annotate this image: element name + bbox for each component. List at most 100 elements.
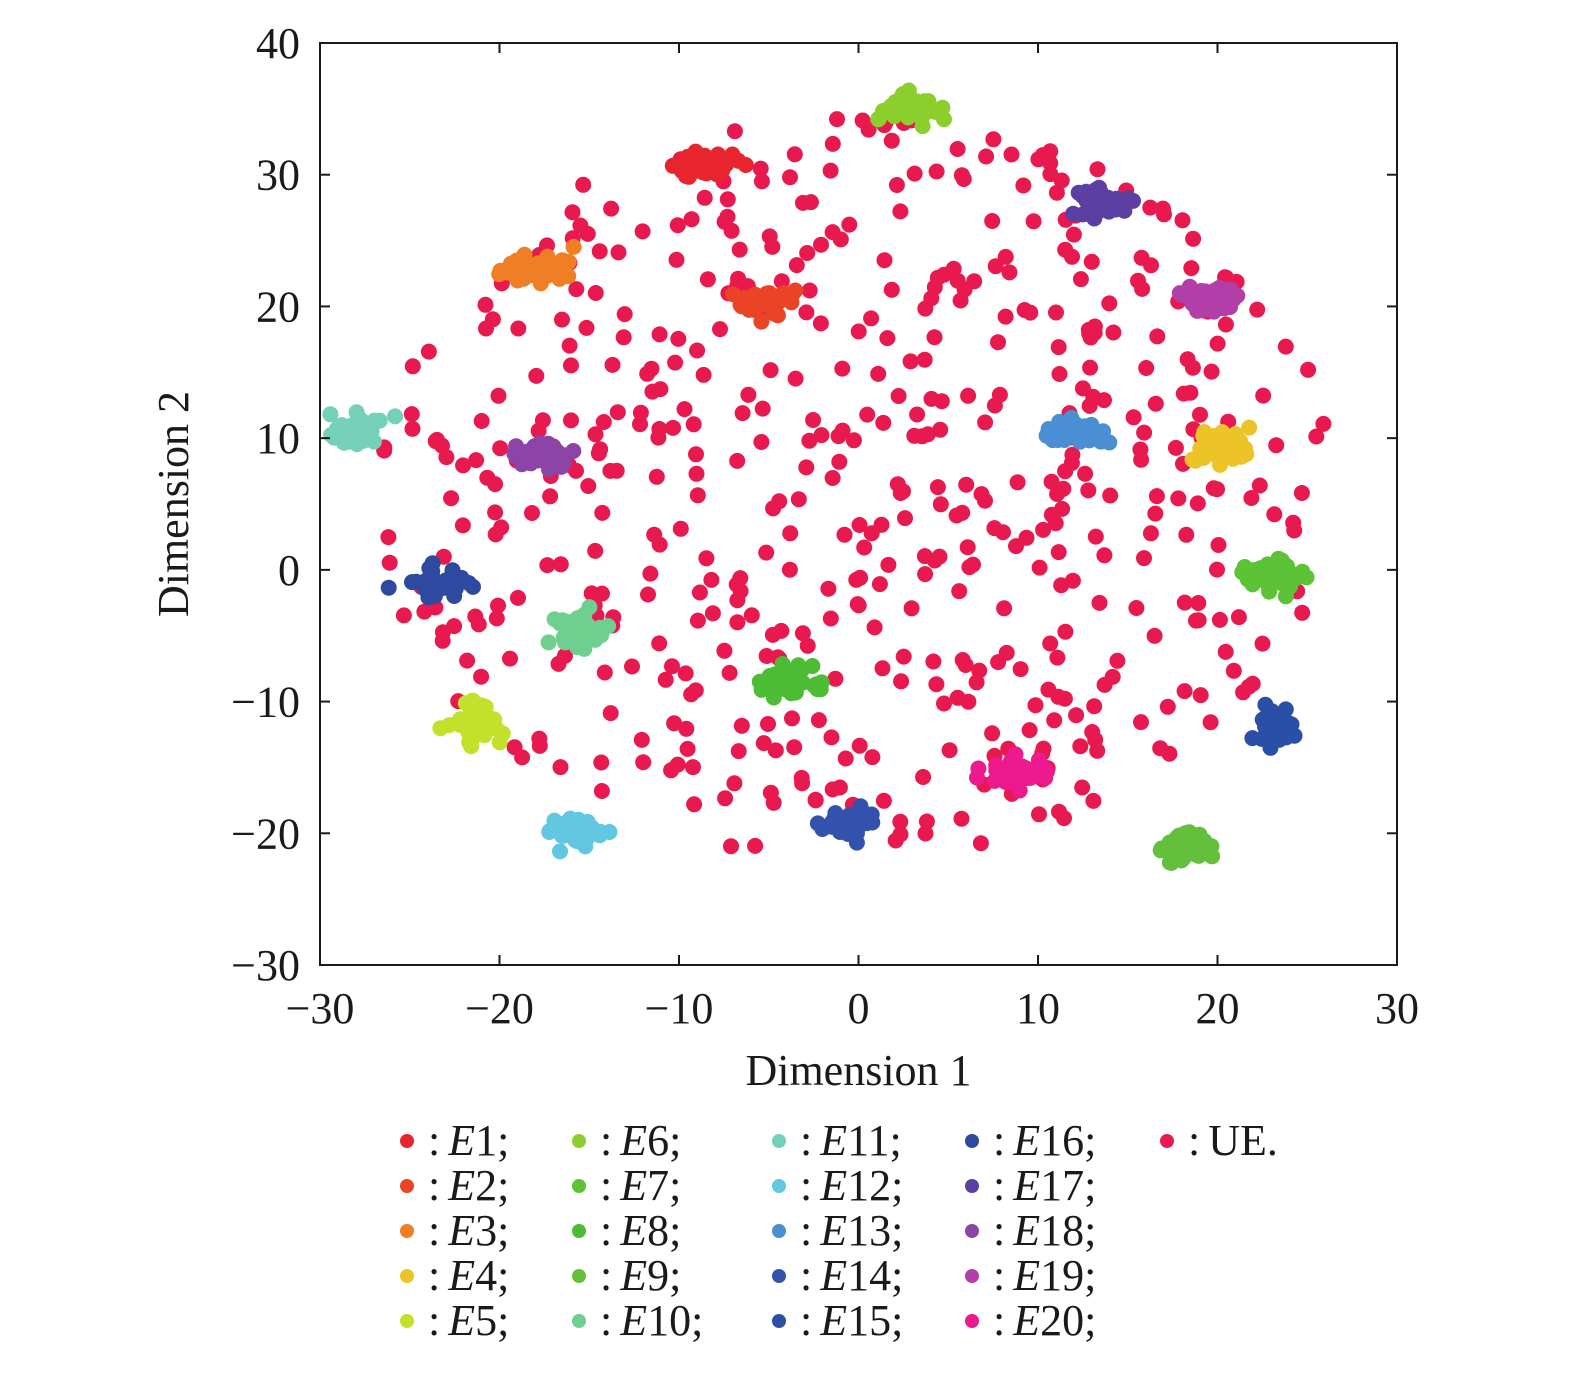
ue-point <box>455 457 472 474</box>
cluster-point-e16 <box>408 573 425 590</box>
ue-point <box>639 365 656 382</box>
cluster-point-e2 <box>732 296 749 313</box>
ue-point <box>434 624 451 641</box>
legend-label: E7; <box>620 1161 682 1210</box>
ue-point <box>1022 304 1039 321</box>
ue-point <box>1149 328 1166 345</box>
ue-point <box>1268 437 1285 454</box>
cluster-point-e4 <box>1208 441 1225 458</box>
cluster-point-e20 <box>988 757 1005 774</box>
ue-point <box>580 478 597 494</box>
x-tick-label: 30 <box>1375 984 1419 1033</box>
ue-point <box>688 446 704 463</box>
ue-point <box>733 717 750 734</box>
ue-point <box>798 304 815 321</box>
ue-point <box>949 689 966 706</box>
legend-separator: : <box>600 1251 613 1300</box>
y-tick-label: −20 <box>231 809 300 858</box>
ue-point <box>978 148 995 165</box>
ue-point <box>1101 295 1118 312</box>
ue-point <box>1104 668 1121 685</box>
ue-point <box>1147 395 1164 412</box>
ue-point <box>510 320 527 337</box>
ue-point <box>1080 482 1097 499</box>
y-axis-title: Dimension 2 <box>149 391 198 617</box>
legend-marker <box>965 1134 979 1148</box>
ue-point <box>928 163 945 180</box>
ue-point <box>1203 363 1220 380</box>
ue-point <box>615 329 632 346</box>
ue-point <box>824 135 841 152</box>
ue-point <box>951 583 968 600</box>
ue-point <box>685 759 701 776</box>
legend-marker <box>400 1134 414 1148</box>
y-tick-label: 10 <box>256 414 300 463</box>
y-tick-label: 20 <box>256 282 300 331</box>
ue-point <box>897 510 913 527</box>
ue-point <box>651 635 668 652</box>
ue-point <box>753 434 770 450</box>
ue-point <box>689 342 706 359</box>
ue-point <box>957 657 974 673</box>
cluster-point-e7 <box>1251 563 1268 580</box>
legend-item-e20: : E20; <box>965 1298 1096 1344</box>
ue-point <box>593 783 610 799</box>
ue-point <box>528 367 545 384</box>
ue-point <box>729 614 746 631</box>
ue-point <box>801 432 818 449</box>
ue-point <box>657 671 674 688</box>
cluster-point-e16 <box>428 579 445 596</box>
ue-point <box>602 705 619 722</box>
cluster-point-e3 <box>565 238 582 255</box>
cluster-point-e3 <box>516 246 533 263</box>
ue-point <box>663 762 680 779</box>
ue-point <box>1148 488 1165 505</box>
ue-point <box>813 236 829 253</box>
cluster-point-e7 <box>1294 563 1311 580</box>
legend-label: E4; <box>448 1251 510 1300</box>
ue-point <box>1175 385 1192 402</box>
ue-point <box>852 569 869 586</box>
ue-point <box>805 412 822 428</box>
ue-point <box>973 486 990 503</box>
legend-label: E14; <box>820 1251 904 1300</box>
ue-point <box>502 650 518 667</box>
ue-point <box>1008 538 1024 555</box>
legend-item-e13: : E13; <box>772 1208 903 1254</box>
ue-point <box>836 526 853 543</box>
cluster-point-e12 <box>541 824 558 840</box>
ue-point <box>677 665 694 682</box>
ue-point <box>587 285 604 301</box>
cluster-point-e4 <box>1206 427 1223 444</box>
cluster-point-e5 <box>452 717 469 733</box>
legend-label: E18; <box>1013 1206 1097 1255</box>
cluster-point-e9 <box>1165 841 1182 858</box>
ue-point <box>794 625 811 642</box>
cluster-point-e9 <box>1186 834 1203 851</box>
ue-point <box>1243 490 1260 506</box>
ue-point <box>568 281 585 298</box>
ue-point <box>923 390 940 407</box>
legend-separator: : <box>800 1206 813 1255</box>
ue-point <box>1230 609 1247 626</box>
cluster-point-e17 <box>1111 195 1128 212</box>
ue-point <box>1109 652 1126 669</box>
legend-separator: : <box>993 1116 1006 1165</box>
ue-point <box>1189 495 1206 512</box>
ue-point <box>1027 697 1044 714</box>
ue-point <box>926 279 943 296</box>
ue-point <box>1057 623 1074 640</box>
ue-point <box>1074 779 1091 796</box>
legend-label: E15; <box>820 1296 904 1345</box>
ue-point <box>1209 335 1226 352</box>
legend-marker <box>572 1179 586 1193</box>
legend-separator: : <box>600 1296 613 1345</box>
ue-point <box>1142 199 1159 216</box>
ue-point <box>915 769 932 785</box>
legend-item-e10: : E10; <box>572 1298 703 1344</box>
ue-point <box>729 452 746 469</box>
ue-point <box>583 585 600 602</box>
ue-point <box>1255 387 1272 404</box>
ue-point <box>723 838 739 855</box>
cluster-point-e17 <box>1074 187 1091 204</box>
